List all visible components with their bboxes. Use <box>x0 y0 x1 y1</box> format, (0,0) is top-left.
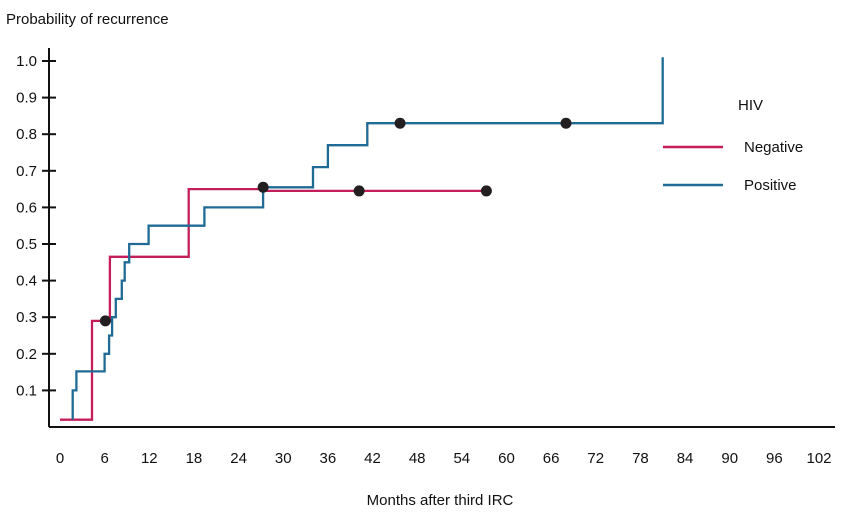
censor-point-negative <box>99 315 111 327</box>
series-lines <box>60 57 664 421</box>
x-tick-label: 72 <box>587 450 604 467</box>
x-tick-label: 24 <box>230 450 247 467</box>
y-tick-label: 0.5 <box>16 236 37 253</box>
legend-title: HIV <box>738 97 763 114</box>
censor-marks <box>99 117 572 327</box>
series-line-positive <box>71 57 664 420</box>
y-tick-label: 1.0 <box>16 53 37 70</box>
series-line-negative <box>60 187 487 421</box>
x-tick-label: 30 <box>275 450 292 467</box>
y-tick-label: 0.6 <box>16 199 37 216</box>
censor-point-negative <box>257 181 269 193</box>
legend-label-negative: Negative <box>744 139 803 156</box>
y-tick-label: 0.4 <box>16 273 37 290</box>
x-tick-label: 60 <box>498 450 515 467</box>
censor-point-negative <box>353 185 365 197</box>
y-tick-label: 0.3 <box>16 309 37 326</box>
censor-point-negative <box>480 185 492 197</box>
x-tick-label: 54 <box>453 450 470 467</box>
censor-point-positive <box>394 117 406 129</box>
legend: HIV Negative Positive <box>663 97 803 194</box>
y-ticks: 0.1 0.2 0.3 0.4 0.5 0.6 0.7 0.8 0.9 1.0 <box>16 53 56 399</box>
x-tick-label: 84 <box>677 450 694 467</box>
censor-point-positive <box>560 117 572 129</box>
y-tick-label: 0.2 <box>16 346 37 363</box>
x-tick-label: 48 <box>409 450 426 467</box>
x-axis-title: Months after third IRC <box>367 492 514 509</box>
x-tick-label: 18 <box>186 450 203 467</box>
x-tick-label: 102 <box>806 450 831 467</box>
x-tick-label: 42 <box>364 450 381 467</box>
legend-label-positive: Positive <box>744 177 797 194</box>
y-axis-title: Probability of recurrence <box>6 11 169 28</box>
x-tick-label: 66 <box>543 450 560 467</box>
x-tick-label: 12 <box>141 450 158 467</box>
x-tick-label: 78 <box>632 450 649 467</box>
x-tick-label: 96 <box>766 450 783 467</box>
y-tick-label: 0.7 <box>16 163 37 180</box>
x-ticks: 0 6 12 18 24 30 36 42 48 54 60 66 72 78 84 90 96 102 <box>56 450 832 467</box>
x-tick-label: 36 <box>320 450 337 467</box>
x-tick-label: 6 <box>100 450 108 467</box>
y-tick-label: 0.8 <box>16 126 37 143</box>
axes <box>48 48 835 428</box>
x-tick-label: 90 <box>721 450 738 467</box>
y-tick-label: 0.1 <box>16 382 37 399</box>
y-tick-label: 0.9 <box>16 90 37 107</box>
x-tick-label: 0 <box>56 450 64 467</box>
